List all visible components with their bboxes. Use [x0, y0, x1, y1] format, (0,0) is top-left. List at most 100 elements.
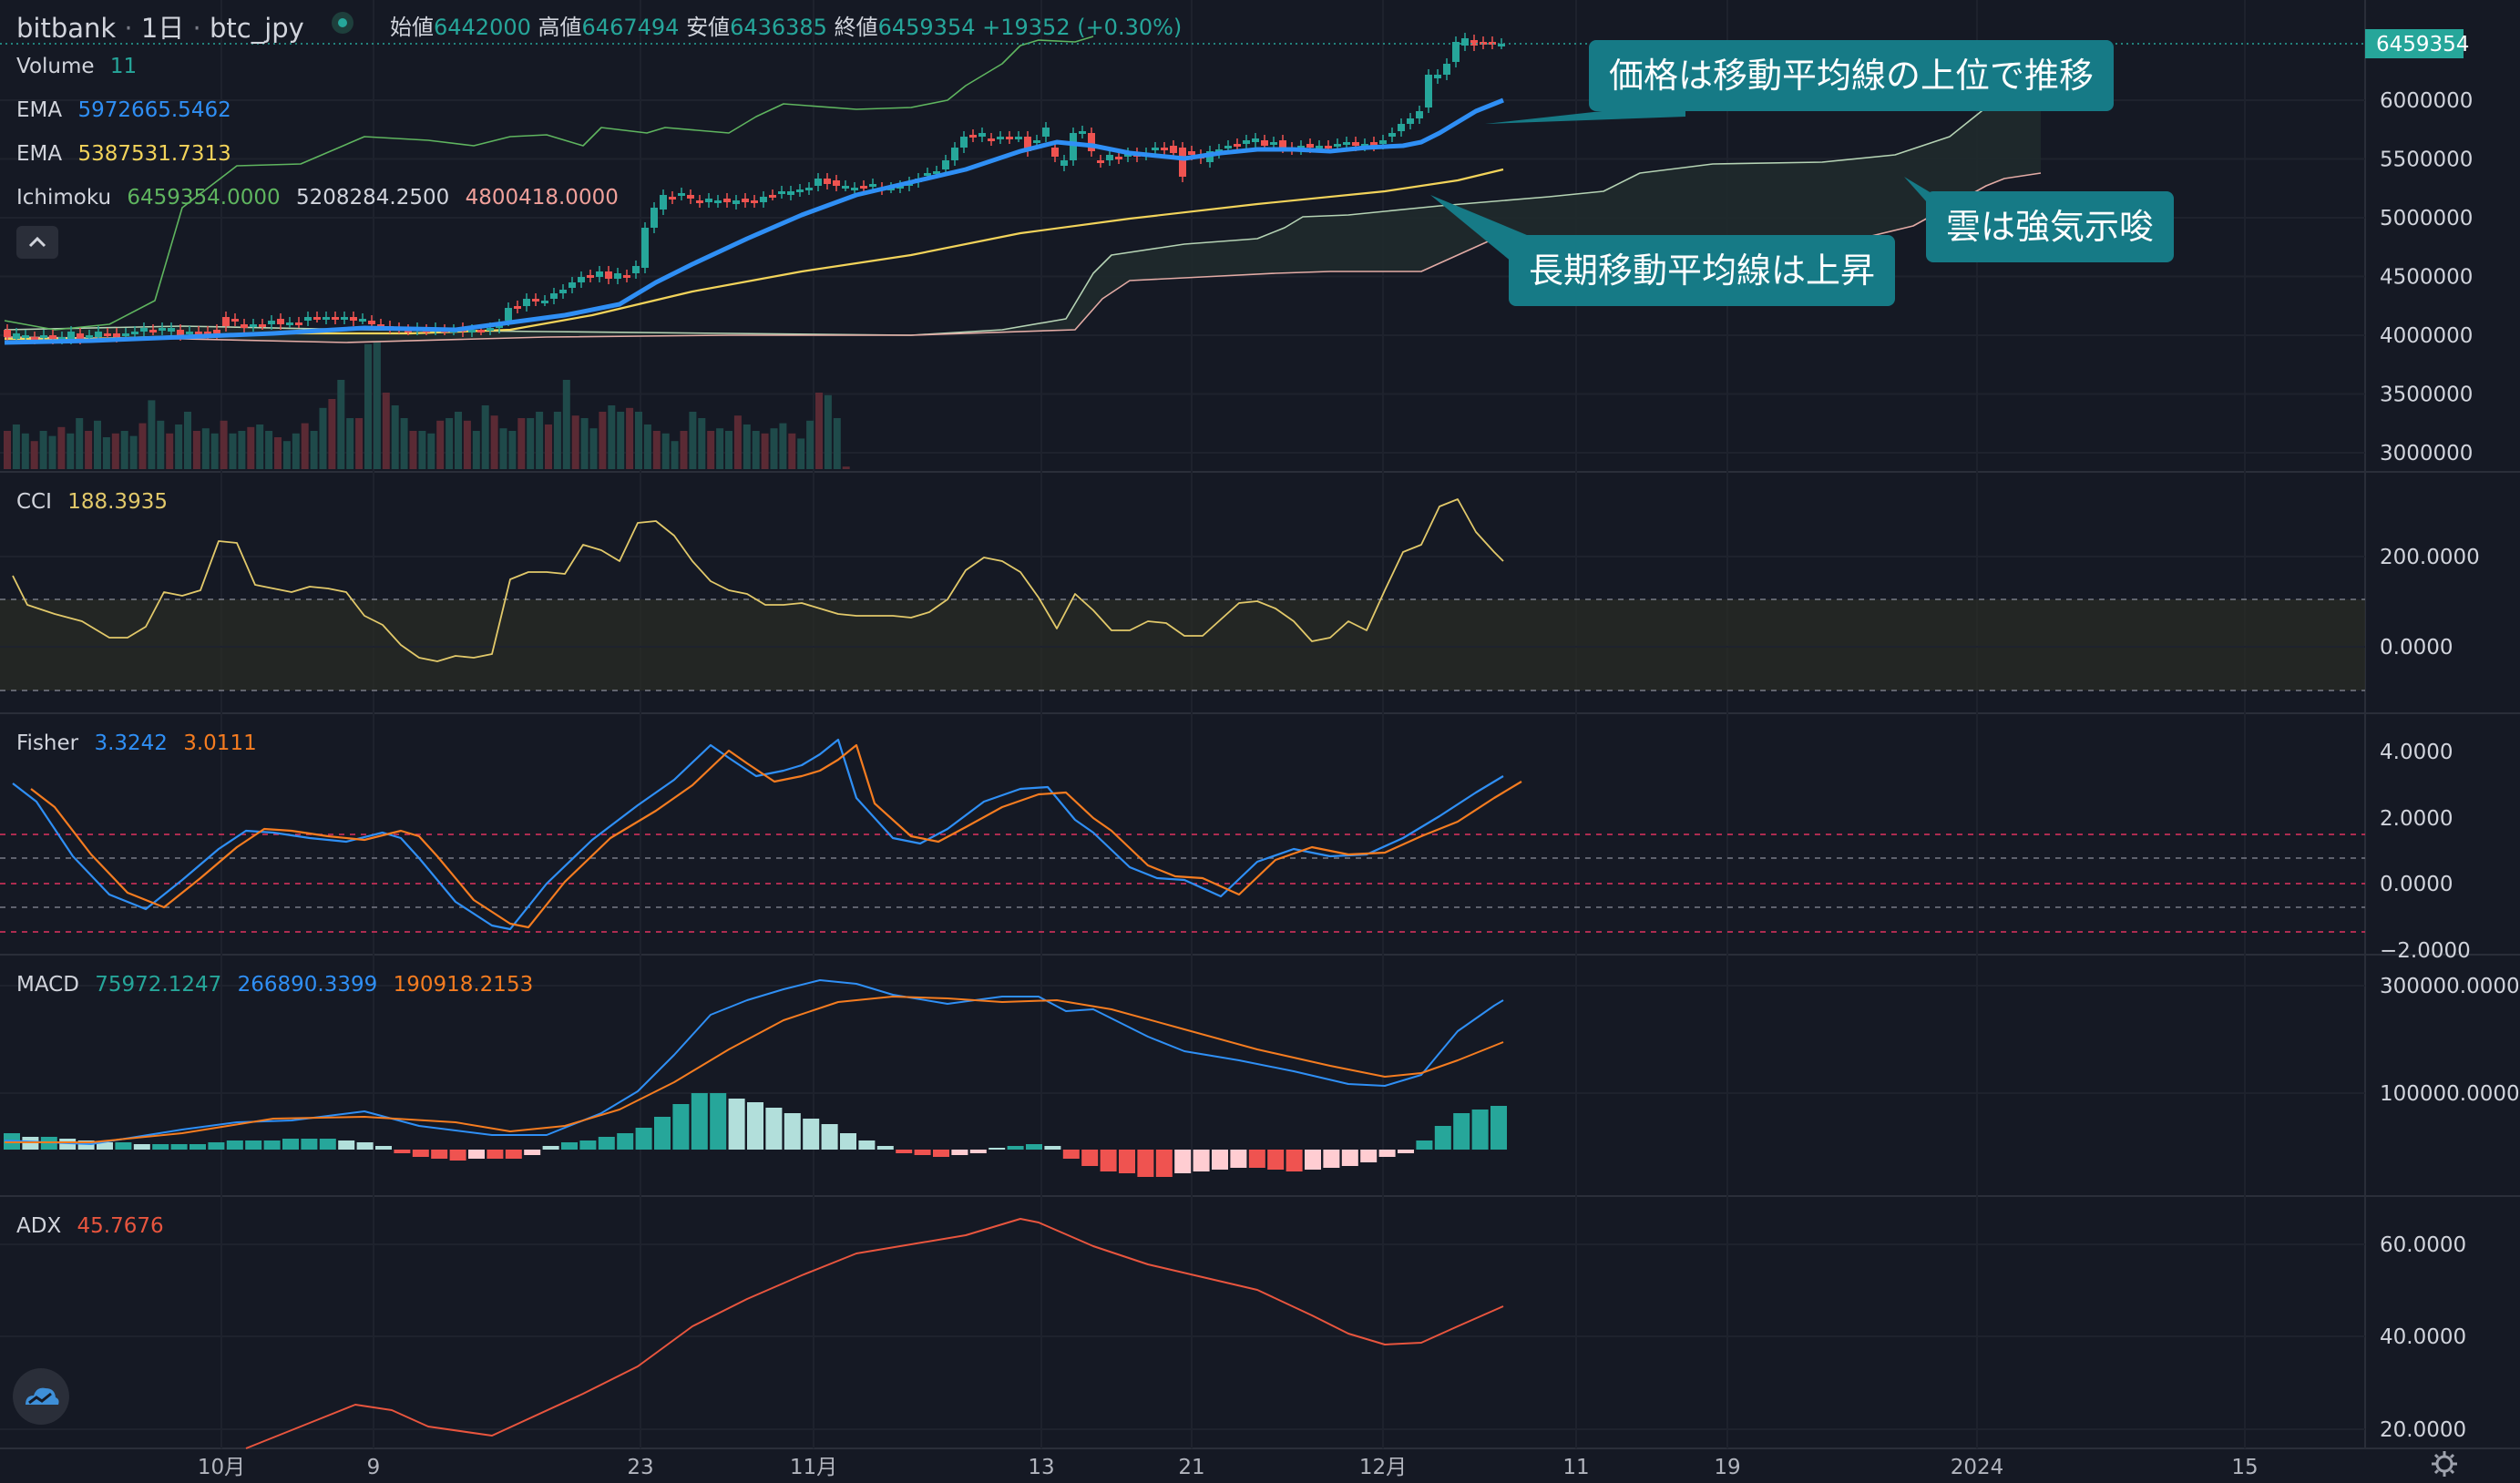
- macd-histogram-bar: [170, 1144, 188, 1150]
- time-tick-label: 11: [1562, 1456, 1589, 1479]
- low-value: 6436385: [730, 15, 827, 40]
- candle-body: [13, 333, 20, 339]
- macd-histogram-bar: [896, 1150, 913, 1153]
- symbol-label[interactable]: btc_jpy: [209, 13, 304, 44]
- macd-signal-line: [5, 996, 1504, 1143]
- price-tick-label: 3500000: [2380, 384, 2473, 407]
- candle-body: [104, 333, 111, 336]
- candle-body: [933, 171, 940, 174]
- candle-body: [760, 197, 767, 202]
- callout-price-above-ma[interactable]: 価格は移動平均線の上位で推移: [1589, 40, 2115, 111]
- volume-bar: [427, 433, 435, 469]
- high-value: 6467494: [581, 15, 680, 40]
- gear-icon: [2432, 1451, 2457, 1477]
- callout-long-ma-rising[interactable]: 長期移動平均線は上昇: [1509, 235, 1896, 306]
- candle-body: [623, 275, 630, 278]
- macd-histogram-bar: [97, 1142, 113, 1150]
- candle-body: [796, 189, 804, 192]
- macd-histogram-bar: [654, 1117, 671, 1150]
- macd-histogram-bar: [1305, 1150, 1321, 1170]
- volume-bar: [571, 415, 579, 469]
- macd-histogram-bar: [1119, 1150, 1135, 1173]
- macd-tick-label: 100000.0000: [2380, 1082, 2520, 1106]
- volume-bar: [111, 433, 119, 469]
- candle-body: [1152, 148, 1159, 150]
- macd-histogram-bar: [263, 1140, 281, 1150]
- interval-label[interactable]: 1日: [140, 13, 185, 44]
- candle-body: [505, 308, 512, 321]
- macd-histogram-bar: [1062, 1150, 1080, 1159]
- volume-bar: [490, 415, 498, 469]
- volume-bar: [238, 431, 246, 469]
- candle-body: [1179, 148, 1186, 177]
- candle-body: [1079, 131, 1086, 134]
- macd-histogram-bar: [561, 1142, 578, 1150]
- macd-histogram-bar: [840, 1133, 856, 1150]
- legend-adx[interactable]: ADX 45.7676: [16, 1214, 164, 1238]
- settings-button[interactable]: [2429, 1448, 2460, 1479]
- volume-bar: [184, 412, 191, 469]
- volume-bar: [166, 433, 174, 469]
- legend-ema-slow[interactable]: EMA 5387531.7313: [16, 142, 231, 166]
- macd-histogram-bar: [876, 1146, 894, 1150]
- candle-body: [1461, 38, 1469, 46]
- candle-body: [723, 199, 731, 202]
- cci-tick-label: 0.0000: [2380, 636, 2453, 660]
- legend-macd[interactable]: MACD 75972.1247 266890.3399 190918.2153: [16, 973, 534, 997]
- macd-histogram-bar: [1323, 1150, 1340, 1168]
- candle-body: [186, 332, 193, 334]
- candle-body: [1443, 64, 1450, 75]
- candle-body: [487, 328, 494, 331]
- last-price-label: 6459354: [2376, 33, 2469, 56]
- volume-bar: [210, 433, 219, 469]
- volume-bar: [562, 380, 570, 469]
- candle-body: [177, 330, 184, 335]
- macd-histogram-bar: [672, 1104, 690, 1150]
- candle-body: [304, 317, 312, 321]
- candle-body: [86, 335, 93, 338]
- callout-cloud-bullish[interactable]: 雲は強気示唆: [1926, 191, 2175, 262]
- macd-histogram-bar: [319, 1139, 336, 1150]
- legend-volume[interactable]: Volume 11: [16, 55, 138, 78]
- candle-body: [824, 179, 831, 184]
- legend-fisher[interactable]: Fisher 3.3242 3.0111: [16, 731, 257, 755]
- macd-histogram-bar: [1174, 1150, 1192, 1173]
- candle-body: [1270, 142, 1277, 145]
- volume-bar: [833, 418, 841, 469]
- volume-bar: [788, 433, 796, 469]
- tradingview-logo[interactable]: [13, 1368, 69, 1425]
- volume-bar: [716, 428, 724, 469]
- volume-bar: [652, 431, 661, 469]
- macd-histogram-bar: [821, 1124, 838, 1150]
- volume-bar: [346, 418, 354, 469]
- candle-body: [1051, 148, 1059, 157]
- collapse-legend-button[interactable]: [16, 226, 58, 259]
- candle-body: [787, 191, 794, 195]
- macd-histogram-bar: [1341, 1150, 1358, 1166]
- candle-body: [669, 197, 676, 199]
- candle-body: [869, 184, 876, 187]
- macd-histogram-bar: [356, 1142, 374, 1150]
- candle-body: [997, 137, 1004, 139]
- legend-cci[interactable]: CCI 188.3935: [16, 490, 168, 514]
- volume-bar: [175, 424, 183, 469]
- volume-bar: [761, 433, 769, 469]
- volume-bar: [94, 420, 101, 469]
- price-tick-label: 5000000: [2380, 207, 2473, 230]
- candle-body: [1352, 142, 1359, 146]
- candle-body: [468, 330, 476, 332]
- macd-histogram-bar: [617, 1133, 634, 1150]
- volume-bar: [842, 466, 850, 469]
- volume-bar: [382, 393, 390, 469]
- candle-body: [1224, 146, 1232, 148]
- price-tick-label: 4000000: [2380, 324, 2473, 348]
- candle-body: [960, 137, 968, 148]
- volume-bar: [292, 433, 300, 469]
- legend-ichimoku[interactable]: Ichimoku 6459354.0000 5208284.2500 48004…: [16, 186, 619, 210]
- candle-body: [805, 188, 813, 190]
- candle-body: [1188, 151, 1195, 155]
- volume-bar: [545, 424, 552, 469]
- candle-body: [1261, 140, 1268, 146]
- legend-ema-fast[interactable]: EMA 5972665.5462: [16, 98, 231, 122]
